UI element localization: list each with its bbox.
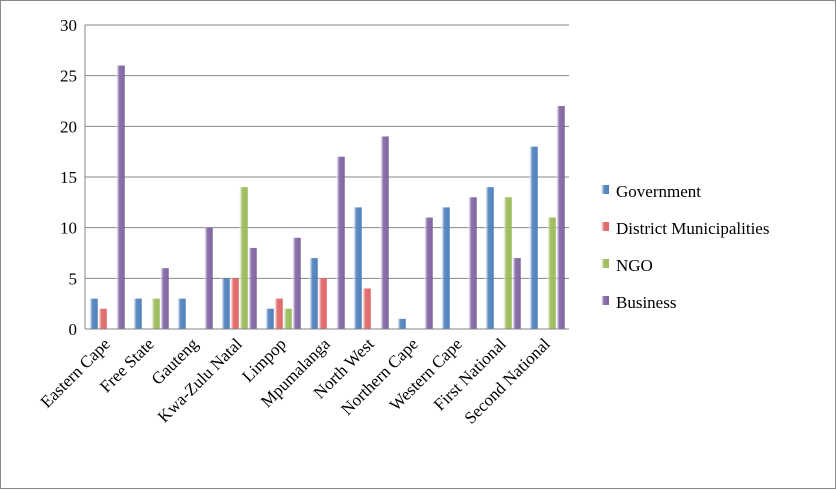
legend-swatch [601,185,609,194]
bar-business-northern-cape [424,217,433,329]
bar-district-municipalities-north-west [362,288,371,329]
bar-ngo-free-state [151,298,160,329]
bars [89,65,565,330]
bar-ngo-limpop [283,308,292,329]
gridlines [85,24,569,330]
bar-district-municipalities-limpop [274,298,283,329]
legend-swatch [601,259,609,268]
legend-label: Business [616,293,676,312]
bar-business-western-cape [468,197,477,329]
bar-ngo-second-national [547,217,556,329]
y-axis: 0 5 10 15 20 25 30 [60,16,86,339]
y-tick-label: 30 [60,16,77,35]
y-tick-label: 25 [60,67,77,86]
bar-business-first-national [512,258,521,329]
bar-business-north-west [380,136,389,329]
bar-government-free-state [133,298,142,329]
legend-label: District Municipalities [616,219,769,238]
y-tick-label: 20 [60,117,77,136]
x-category-label: Eastern Cape [37,334,114,411]
bar-government-eastern-cape [89,298,98,329]
bar-district-municipalities-kwa-zulu-natal [230,278,239,329]
legend-swatch [601,222,609,231]
bar-government-gauteng [177,298,186,329]
bar-government-limpop [265,308,274,329]
bar-business-second-national [556,106,565,329]
legend-label: Government [616,182,701,201]
bar-government-north-west [353,207,362,329]
bar-district-municipalities-mpumalanga [318,278,327,329]
legend-swatch [601,296,609,305]
bar-business-limpop [292,237,301,329]
legend: Government District Municipalities NGO Busi… [601,182,769,312]
bar-government-western-cape [441,207,450,329]
bar-business-kwa-zulu-natal [248,247,257,329]
y-tick-label: 10 [60,219,77,238]
y-tick-label: 5 [69,269,78,288]
bar-business-gauteng [204,227,213,329]
bar-business-free-state [160,268,169,329]
bar-district-municipalities-eastern-cape [98,308,107,329]
bar-business-eastern-cape [116,65,125,330]
bar-government-northern-cape [397,318,406,329]
bar-government-kwa-zulu-natal [221,278,230,329]
bar-government-mpumalanga [309,258,318,329]
bar-government-second-national [529,146,538,329]
bar-government-first-national [485,187,494,329]
bar-ngo-kwa-zulu-natal [239,187,248,329]
legend-label: NGO [616,256,653,275]
y-tick-label: 15 [60,168,77,187]
bar-ngo-first-national [503,197,512,329]
bar-business-mpumalanga [336,156,345,329]
y-tick-label: 0 [69,320,78,339]
